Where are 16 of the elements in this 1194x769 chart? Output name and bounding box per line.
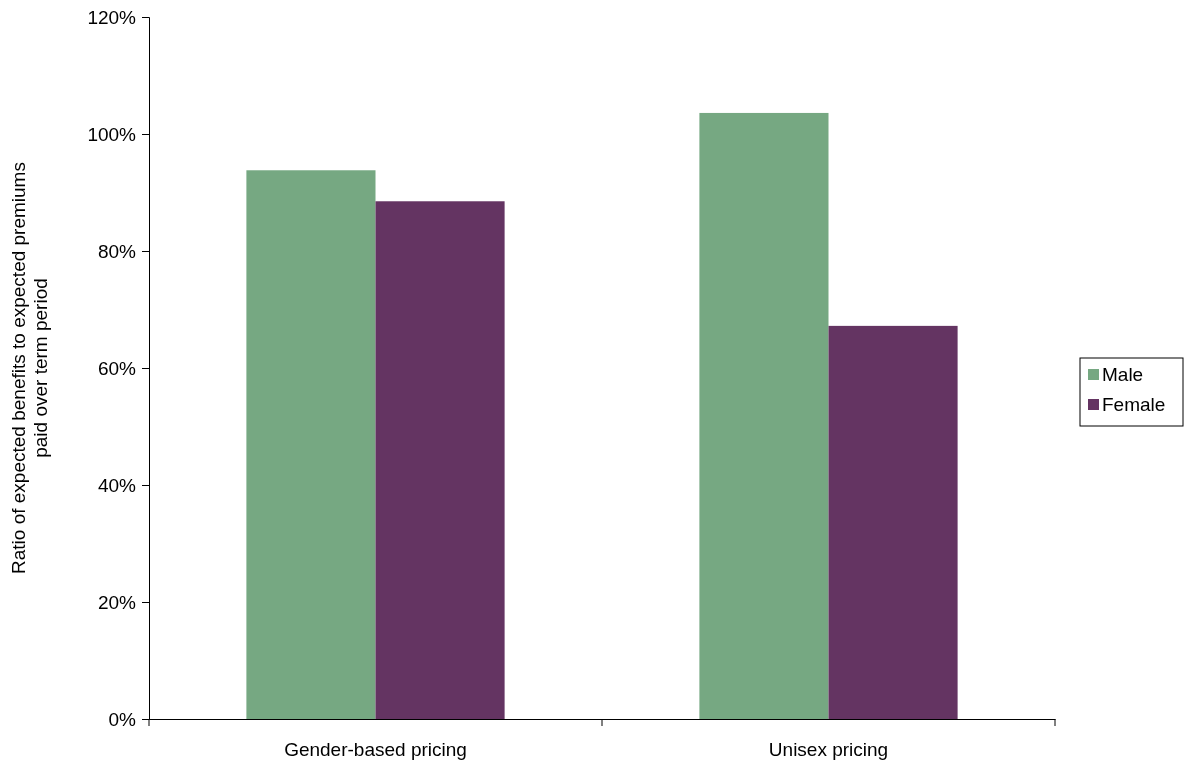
x-tick-label: Unisex pricing	[768, 739, 889, 761]
bar	[246, 170, 376, 719]
bar	[699, 112, 829, 719]
y-tick-label: 100%	[87, 123, 137, 145]
bar	[828, 325, 958, 719]
y-tick-label: 0%	[108, 708, 137, 730]
y-tick-label: 120%	[87, 6, 137, 28]
y-tick-label: 20%	[97, 591, 137, 613]
x-tick-label: Gender-based pricing	[284, 739, 467, 761]
legend-label: Male	[1102, 364, 1144, 385]
y-tick-label: 40%	[97, 474, 137, 496]
legend-label: Female	[1102, 394, 1166, 415]
y-tick-label: 80%	[97, 240, 137, 262]
y-tick-label: 60%	[97, 357, 137, 379]
y-axis-title: Ratio of expected benefits to expected premiums paid over term period	[8, 162, 51, 574]
bar	[375, 201, 505, 719]
